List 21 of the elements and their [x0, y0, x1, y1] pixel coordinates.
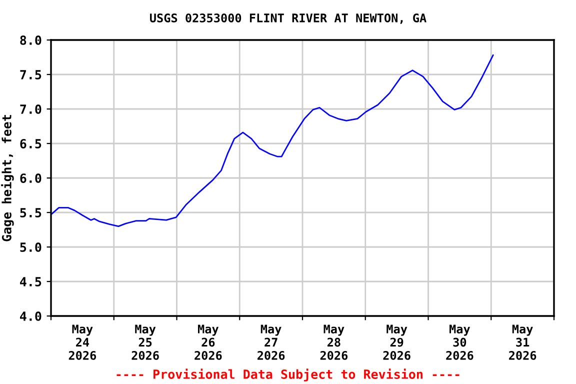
y-axis-title: Gage height, feet: [1, 115, 14, 242]
y-tick-label: 4.5: [20, 277, 42, 286]
x-tick-label: May 27 2026: [258, 324, 285, 360]
y-tick-label: 8.0: [20, 35, 42, 45]
x-tick-label: May 25 2026: [132, 324, 159, 360]
text: ---- Provisional Data Subject to Revision ----: [116, 368, 460, 382]
y-tick-label: 5.5: [20, 208, 42, 218]
y-tick-label: 7.0: [20, 104, 42, 114]
y-tick-label: 4.0: [20, 311, 42, 321]
x-tick-label: May 24 2026: [68, 324, 96, 360]
y-tick-label: 6.0: [20, 173, 42, 183]
line-series: [51, 54, 494, 227]
x-tick-label: May 29 2026: [383, 324, 410, 360]
x-tick-label: May 28 2026: [320, 324, 348, 360]
x-tick-label: May 31 2026: [509, 324, 536, 360]
y-tick-label: 7.5: [20, 70, 42, 80]
chart-title: USGS 02353000 FLINT RIVER AT NEWTON, GA: [150, 13, 426, 24]
y-tick-label: 6.5: [20, 138, 42, 148]
y-tick-label: 5.0: [20, 242, 42, 252]
x-tick-label: May 30 2026: [446, 324, 474, 360]
x-tick-label: May 26 2026: [194, 324, 222, 360]
